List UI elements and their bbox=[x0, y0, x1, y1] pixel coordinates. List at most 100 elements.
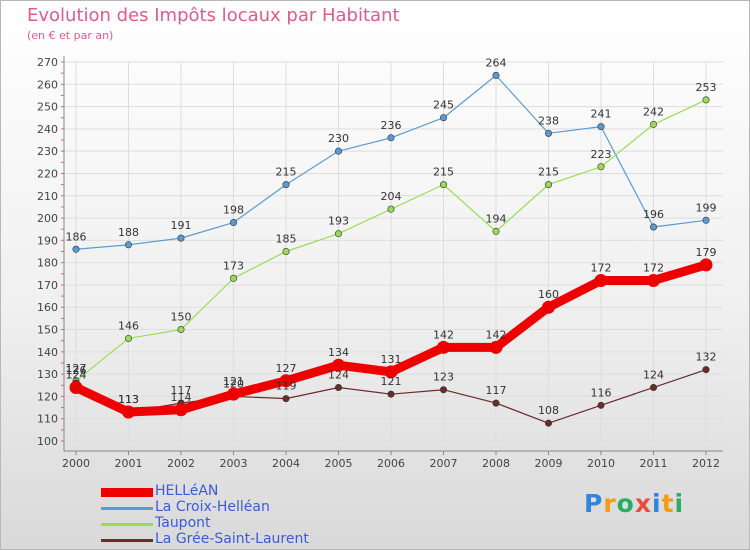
data-label: 142 bbox=[486, 328, 507, 341]
y-tick-label: 230 bbox=[37, 145, 58, 158]
data-label: 253 bbox=[696, 81, 717, 94]
data-point bbox=[334, 383, 342, 391]
logo-letter: o bbox=[616, 489, 635, 518]
data-label: 172 bbox=[591, 261, 612, 274]
data-label: 236 bbox=[381, 119, 402, 132]
data-point bbox=[279, 374, 293, 388]
data-point bbox=[492, 227, 500, 235]
data-label: 196 bbox=[643, 208, 664, 221]
data-label: 108 bbox=[538, 404, 559, 417]
y-tick-label: 210 bbox=[37, 190, 58, 203]
data-point bbox=[647, 273, 660, 287]
data-label: 119 bbox=[276, 380, 297, 393]
data-label: 238 bbox=[538, 114, 559, 127]
logo-letter: i bbox=[674, 489, 685, 518]
legend-label: La Croix-Helléan bbox=[155, 499, 270, 515]
data-label: 127 bbox=[66, 362, 87, 375]
data-point bbox=[122, 405, 135, 419]
data-point bbox=[702, 366, 710, 374]
data-label: 194 bbox=[486, 212, 507, 225]
data-label: 160 bbox=[538, 288, 559, 301]
y-tick-label: 110 bbox=[37, 413, 58, 426]
data-point bbox=[69, 380, 83, 394]
data-label: 199 bbox=[696, 201, 717, 214]
data-point bbox=[177, 326, 185, 334]
x-tick-label: 2009 bbox=[535, 457, 563, 470]
y-tick-label: 140 bbox=[37, 346, 58, 359]
data-point bbox=[334, 230, 342, 238]
data-point bbox=[649, 223, 657, 231]
data-point bbox=[594, 273, 608, 287]
x-tick-label: 2006 bbox=[377, 457, 405, 470]
data-point bbox=[230, 274, 238, 282]
data-label: 173 bbox=[223, 259, 244, 272]
data-point bbox=[544, 129, 552, 137]
data-label: 215 bbox=[433, 166, 454, 179]
data-point bbox=[544, 181, 552, 189]
data-label: 215 bbox=[276, 166, 297, 179]
logo-letter: P bbox=[584, 489, 604, 518]
data-point bbox=[702, 96, 710, 104]
data-label: 186 bbox=[66, 230, 87, 243]
logo-letter: i bbox=[652, 489, 662, 518]
legend-label: La Grée-Saint-Laurent bbox=[155, 531, 309, 547]
data-point bbox=[282, 248, 290, 256]
data-point bbox=[177, 234, 185, 242]
data-label: 264 bbox=[486, 56, 507, 69]
x-tick-label: 2007 bbox=[430, 457, 458, 470]
y-tick-label: 150 bbox=[37, 324, 58, 337]
data-point bbox=[125, 334, 133, 342]
x-tick-label: 2008 bbox=[482, 457, 510, 470]
y-tick-label: 220 bbox=[37, 167, 58, 180]
y-tick-label: 160 bbox=[37, 301, 58, 314]
data-point bbox=[439, 386, 447, 394]
x-tick-label: 2010 bbox=[587, 457, 615, 470]
data-point bbox=[699, 258, 713, 272]
legend-swatch-hellean bbox=[101, 488, 153, 497]
y-tick-label: 250 bbox=[37, 101, 58, 114]
data-point bbox=[489, 340, 503, 354]
data-point bbox=[384, 365, 398, 379]
data-label: 113 bbox=[118, 393, 139, 406]
data-point bbox=[439, 181, 447, 189]
data-label: 117 bbox=[486, 384, 507, 397]
data-point bbox=[174, 403, 188, 417]
data-point bbox=[649, 120, 657, 128]
data-label: 146 bbox=[118, 319, 139, 332]
x-tick-label: 2012 bbox=[692, 457, 720, 470]
y-tick-label: 240 bbox=[37, 123, 58, 136]
data-label: 242 bbox=[643, 105, 664, 118]
data-label: 116 bbox=[591, 386, 612, 399]
data-label: 142 bbox=[433, 328, 454, 341]
data-point bbox=[227, 387, 240, 401]
data-label: 126 bbox=[66, 364, 87, 377]
data-label: 215 bbox=[538, 166, 559, 179]
legend-label: Taupont bbox=[155, 515, 211, 531]
data-label: 223 bbox=[591, 148, 612, 161]
data-label: 245 bbox=[433, 99, 454, 112]
y-tick-label: 260 bbox=[37, 78, 58, 91]
data-point bbox=[542, 300, 555, 314]
data-point bbox=[387, 134, 395, 142]
logo-letter: x bbox=[634, 489, 652, 518]
data-point bbox=[387, 205, 395, 213]
data-label: 124 bbox=[328, 368, 349, 381]
data-label: 121 bbox=[381, 375, 402, 388]
data-point bbox=[492, 399, 500, 407]
chart-title: Evolution des Impôts locaux par Habitant bbox=[27, 5, 400, 26]
y-tick-label: 170 bbox=[37, 279, 58, 292]
logo-letter: r bbox=[603, 489, 617, 518]
data-point bbox=[72, 245, 80, 253]
data-label: 150 bbox=[171, 311, 192, 324]
data-label: 124 bbox=[643, 368, 664, 381]
data-point bbox=[387, 390, 395, 398]
legend-swatch-la-croix-hellean bbox=[101, 507, 153, 510]
data-label: 172 bbox=[643, 261, 664, 274]
logo-letter: t bbox=[661, 489, 675, 518]
y-tick-label: 130 bbox=[37, 368, 58, 381]
y-tick-label: 200 bbox=[37, 212, 58, 225]
data-point bbox=[125, 241, 133, 249]
data-point bbox=[334, 147, 342, 155]
y-tick-label: 180 bbox=[37, 257, 58, 270]
